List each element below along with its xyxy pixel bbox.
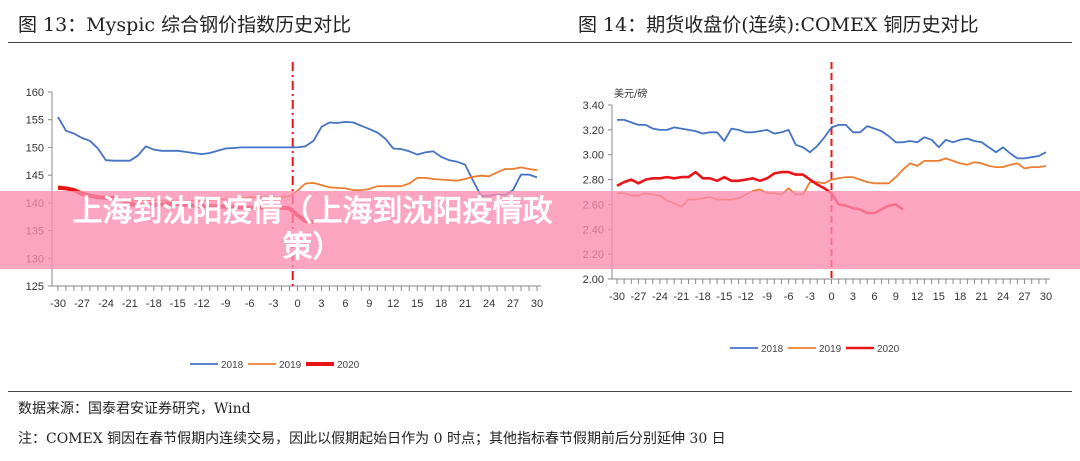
x-tick-label: -9 <box>221 298 231 310</box>
y-tick-label: 2.00 <box>583 274 604 286</box>
x-tick-label: 15 <box>933 291 945 303</box>
x-tick-label: -21 <box>673 291 689 303</box>
x-tick-label: -9 <box>762 291 772 303</box>
legend-label-2018: 2018 <box>221 360 244 371</box>
legend-label-2020: 2020 <box>877 344 900 355</box>
y-unit-label: 美元/磅 <box>614 87 647 100</box>
x-tick-label: 6 <box>871 291 877 303</box>
x-tick-label: 21 <box>976 291 988 303</box>
y-tick-label: 3.00 <box>583 150 604 162</box>
x-tick-label: 3 <box>850 291 856 303</box>
y-tick-label: 155 <box>26 115 44 127</box>
footnote: 注：COMEX 铜因在春节假期内连续交易，因此以假期起始日作为 0 时点；其他指… <box>18 431 726 447</box>
x-tick-label: -12 <box>194 298 210 310</box>
x-tick-label: 18 <box>954 291 966 303</box>
x-tick-label: -15 <box>716 291 732 303</box>
x-tick-label: 24 <box>483 298 495 310</box>
y-tick-label: 3.20 <box>583 125 604 137</box>
x-tick-label: 12 <box>911 291 923 303</box>
chart-14-title: 图 14：期货收盘价(连续):COMEX 铜历史对比 <box>578 14 979 36</box>
x-tick-label: 15 <box>411 298 423 310</box>
y-tick-label: 125 <box>26 281 44 293</box>
y-tick-label: 150 <box>26 142 44 154</box>
series-line-2018 <box>617 119 1047 160</box>
x-tick-label: 3 <box>318 298 324 310</box>
x-tick-label: 27 <box>1018 291 1030 303</box>
x-tick-label: -18 <box>146 298 162 310</box>
x-tick-label: 24 <box>997 291 1009 303</box>
legend-label-2019: 2019 <box>819 344 842 355</box>
x-tick-label: -6 <box>784 291 794 303</box>
x-tick-label: 27 <box>507 298 519 310</box>
x-tick-label: 9 <box>366 298 372 310</box>
x-tick-label: -30 <box>609 291 625 303</box>
y-tick-label: 145 <box>26 170 44 182</box>
footer-divider <box>8 391 1072 392</box>
x-tick-label: -3 <box>805 291 815 303</box>
x-tick-label: 0 <box>294 298 300 310</box>
x-tick-label: -30 <box>50 298 66 310</box>
overlay-banner: 上海到沈阳疫情（上海到沈阳疫情政策） <box>0 191 1080 269</box>
x-tick-label: 30 <box>1040 291 1052 303</box>
y-tick-label: 3.40 <box>583 100 604 112</box>
x-tick-label: 12 <box>387 298 399 310</box>
x-tick-label: -6 <box>245 298 255 310</box>
x-tick-label: -12 <box>738 291 754 303</box>
x-tick-label: -15 <box>170 298 186 310</box>
x-tick-label: 0 <box>828 291 834 303</box>
series-line-2018 <box>57 116 538 198</box>
x-tick-label: 30 <box>531 298 543 310</box>
data-source-note: 数据来源：国泰君安证券研究，Wind <box>18 401 251 417</box>
x-tick-label: -3 <box>269 298 279 310</box>
x-tick-label: -27 <box>630 291 646 303</box>
x-tick-label: 9 <box>893 291 899 303</box>
x-tick-label: -24 <box>98 298 114 310</box>
x-tick-label: 21 <box>459 298 471 310</box>
chart-14-comex-copper: 2.002.202.402.602.803.003.203.40-30-27-2… <box>583 62 1052 355</box>
y-tick-label: 160 <box>26 87 44 99</box>
y-tick-label: 2.80 <box>583 175 604 187</box>
header-divider <box>8 42 1072 43</box>
x-tick-label: -27 <box>74 298 90 310</box>
banner-text: 上海到沈阳疫情（上海到沈阳疫情政策） <box>72 194 553 265</box>
chart-13-title: 图 13：Myspic 综合钢价指数历史对比 <box>18 14 352 36</box>
legend-label-2019: 2019 <box>279 360 302 371</box>
x-tick-label: 18 <box>435 298 447 310</box>
x-tick-label: -21 <box>122 298 138 310</box>
legend-label-2018: 2018 <box>761 344 784 355</box>
x-tick-label: -18 <box>695 291 711 303</box>
x-tick-label: -24 <box>652 291 668 303</box>
x-tick-label: 6 <box>342 298 348 310</box>
legend-label-2020: 2020 <box>337 360 360 371</box>
